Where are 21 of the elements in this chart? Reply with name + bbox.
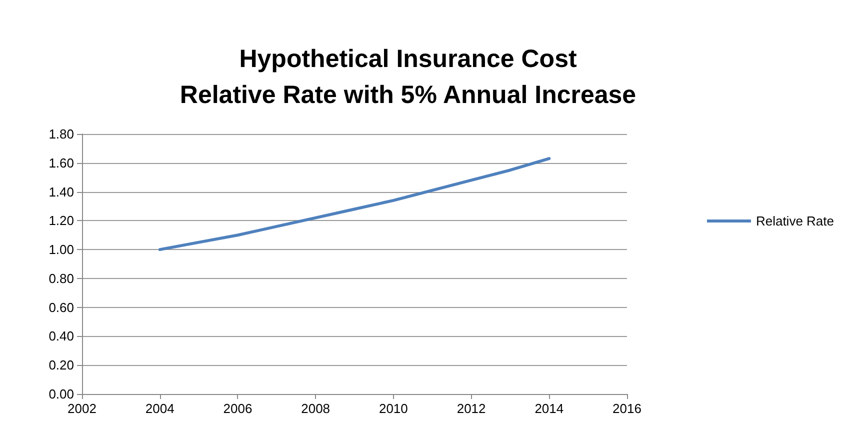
x-tick-label: 2006 — [223, 401, 252, 416]
y-tick-label: 1.00 — [48, 242, 74, 258]
x-tick-label: 2008 — [301, 401, 330, 416]
x-tick-label: 2012 — [456, 401, 486, 416]
y-tick-label: 0.80 — [48, 270, 74, 286]
x-tick-label: 2002 — [68, 401, 96, 416]
x-tick-label: 2010 — [378, 401, 408, 416]
x-tick-label: 2014 — [534, 401, 564, 416]
y-tick-label: 1.60 — [48, 155, 74, 170]
chart-title: Hypothetical Insurance Cost Relative Rate with 5% Annual Increase — [180, 45, 636, 109]
y-tick-label: 1.40 — [48, 184, 74, 200]
y-tick-label: 0.40 — [48, 328, 74, 344]
line-series — [158, 157, 551, 252]
y-tick-label: 0.60 — [48, 300, 74, 315]
y-tick-label: 0.00 — [48, 386, 74, 402]
y-tick-label: 0.20 — [48, 358, 74, 373]
legend-label: Relative Rate — [756, 214, 834, 228]
y-tick-label: 1.20 — [48, 213, 74, 228]
x-tick-label: 2004 — [145, 401, 174, 416]
x-tick-label: 2016 — [612, 401, 642, 416]
y-tick-label: 1.80 — [48, 126, 74, 142]
